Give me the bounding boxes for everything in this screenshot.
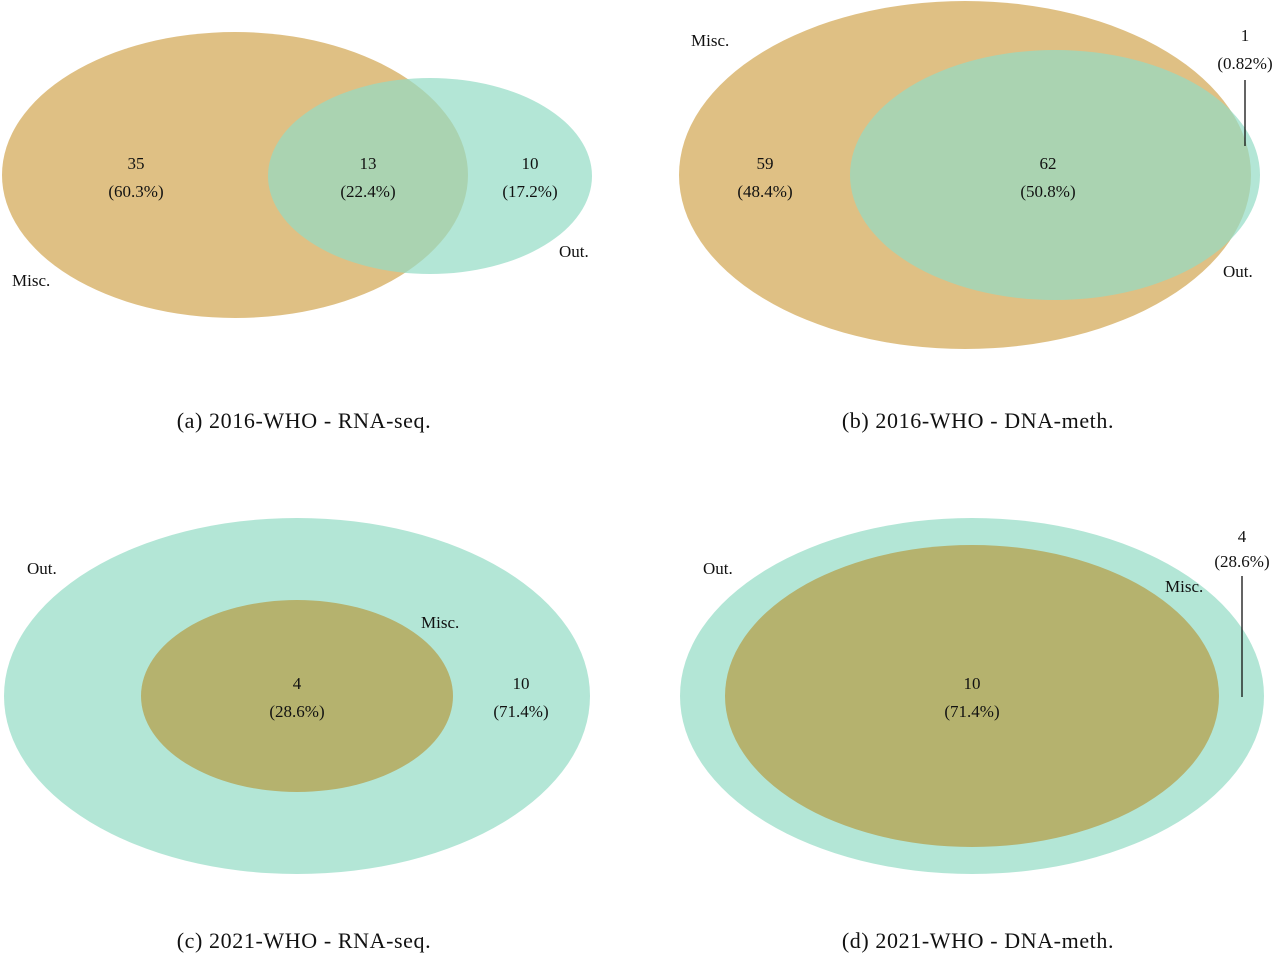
- set-misc-ellipse: [725, 545, 1219, 847]
- region-count-out-only: 10: [513, 674, 530, 693]
- set-label-out: Out.: [703, 559, 733, 578]
- region-percent-out-only: (17.2%): [502, 182, 557, 201]
- panel-a: Misc. Out. 35 (60.3%) 13 (22.4%) 10 (17.…: [2, 32, 592, 433]
- region-count-overlap: 13: [360, 154, 377, 173]
- region-percent-out-only: (71.4%): [493, 702, 548, 721]
- region-count-overlap: 62: [1040, 154, 1057, 173]
- set-out-ellipse: [850, 50, 1260, 300]
- set-label-misc: Misc.: [691, 31, 729, 50]
- region-percent-out-only: (0.82%): [1217, 54, 1272, 73]
- region-percent-misc-only: (60.3%): [108, 182, 163, 201]
- set-label-misc: Misc.: [421, 613, 459, 632]
- panel-d: Out. Misc. 4 (28.6%) 10 (71.4%) (d) 2021…: [680, 518, 1270, 953]
- set-misc-ellipse: [141, 600, 453, 792]
- caption-b: (b) 2016-WHO - DNA-meth.: [842, 408, 1114, 433]
- region-percent-misc-inner: (28.6%): [269, 702, 324, 721]
- region-percent-misc-only: (28.6%): [1214, 552, 1269, 571]
- set-label-out: Out.: [1223, 262, 1253, 281]
- region-count-misc-only: 35: [128, 154, 145, 173]
- region-count-out-only: 1: [1241, 26, 1250, 45]
- region-count-misc-inner: 4: [293, 674, 302, 693]
- set-label-misc: Misc.: [1165, 577, 1203, 596]
- panel-c: Out. Misc. 4 (28.6%) 10 (71.4%) (c) 2021…: [4, 518, 590, 953]
- region-count-misc-only: 59: [757, 154, 774, 173]
- panel-b: Misc. Out. 59 (48.4%) 62 (50.8%) 1 (0.82…: [679, 1, 1273, 433]
- region-count-overlap: 10: [964, 674, 981, 693]
- region-percent-overlap: (50.8%): [1020, 182, 1075, 201]
- set-label-out: Out.: [559, 242, 589, 261]
- set-label-misc: Misc.: [12, 271, 50, 290]
- region-percent-misc-only: (48.4%): [737, 182, 792, 201]
- region-percent-overlap: (71.4%): [944, 702, 999, 721]
- region-percent-overlap: (22.4%): [340, 182, 395, 201]
- caption-d: (d) 2021-WHO - DNA-meth.: [842, 928, 1114, 953]
- region-count-out-only: 10: [522, 154, 539, 173]
- caption-a: (a) 2016-WHO - RNA-seq.: [177, 408, 432, 433]
- region-count-misc-only: 4: [1238, 527, 1247, 546]
- set-out-ellipse: [268, 78, 592, 274]
- set-label-out: Out.: [27, 559, 57, 578]
- caption-c: (c) 2021-WHO - RNA-seq.: [177, 928, 432, 953]
